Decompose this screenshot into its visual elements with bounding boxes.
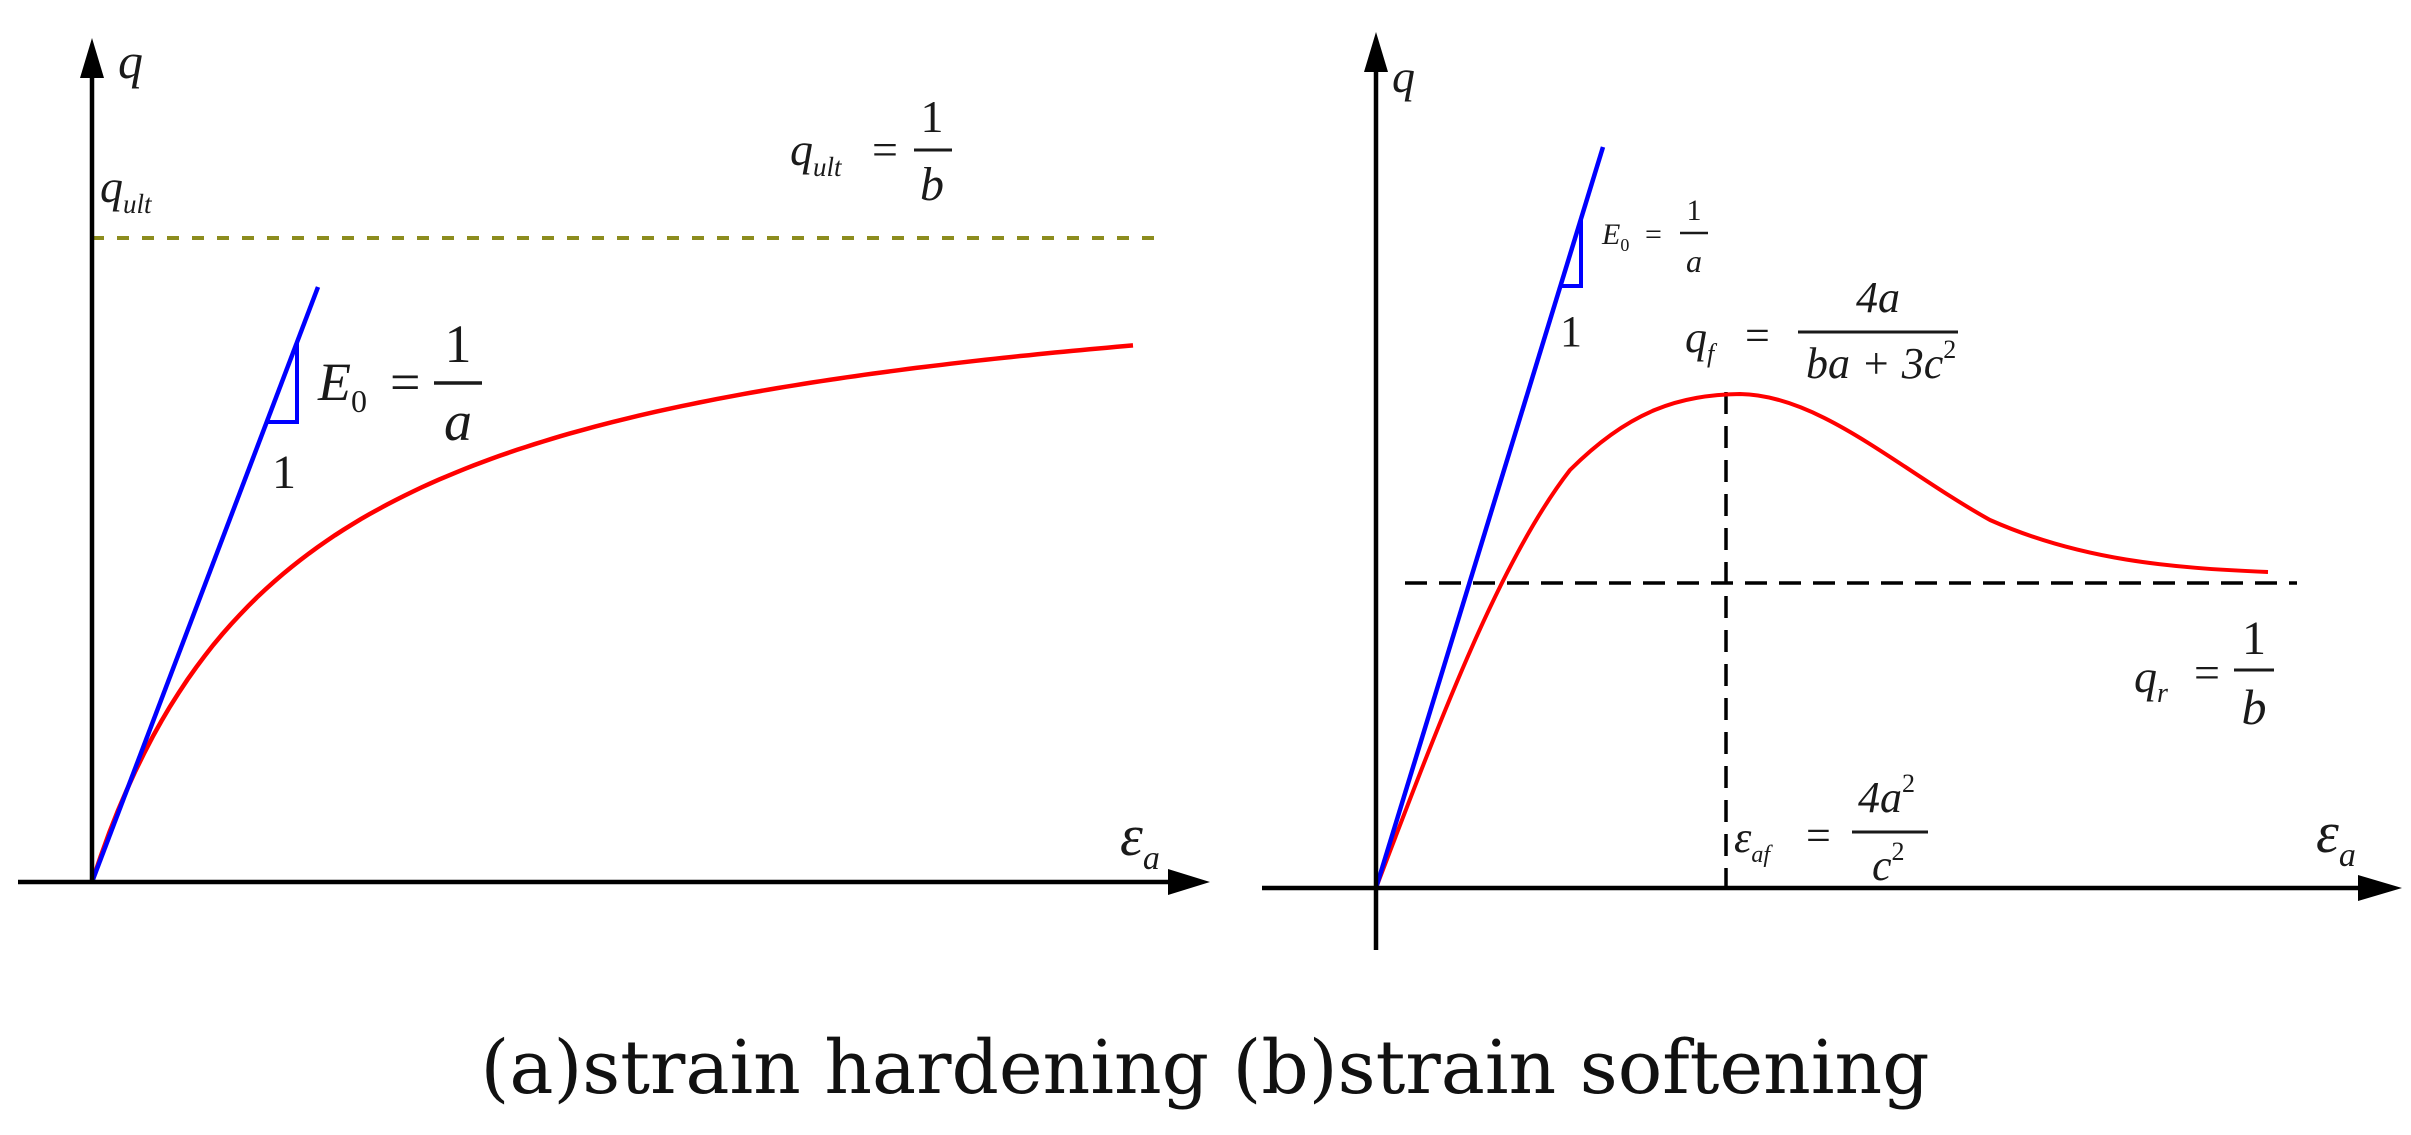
figure-caption: (a)strain hardening (b)strain softening bbox=[480, 1025, 1929, 1111]
svg-text:1: 1 bbox=[2242, 612, 2266, 665]
panel-a-x-axis-label: εa bbox=[1120, 803, 1160, 877]
svg-text:a: a bbox=[444, 391, 472, 453]
panel-a-y-axis-label: q bbox=[118, 33, 143, 89]
panel-b-peak-strain-equation: εaf = 4a2 c2 bbox=[1734, 769, 1928, 890]
panel-b-x-axis-arrowhead bbox=[2358, 875, 2402, 901]
svg-text:4a2: 4a2 bbox=[1858, 769, 1915, 822]
panel-b-strain-softening: q εa E0 = 1 a 1 qf = 4a ba + 3c2 qr = 1 … bbox=[1262, 32, 2402, 950]
panel-b-slope-unit-label: 1 bbox=[1560, 307, 1582, 356]
svg-text:εaf: εaf bbox=[1734, 813, 1773, 868]
panel-a-e0-equation: E0 = 1 a bbox=[317, 314, 482, 453]
panel-a-y-axis-arrowhead bbox=[80, 38, 104, 78]
svg-text:E0: E0 bbox=[317, 352, 367, 419]
panel-b-y-axis-label: q bbox=[1392, 51, 1415, 102]
panel-b-residual-strength-equation: qr = 1 b bbox=[2134, 612, 2274, 735]
svg-text:=: = bbox=[1645, 218, 1662, 251]
panel-a-hardening-curve bbox=[89, 343, 1134, 883]
panel-b-e0-equation: E0 = 1 a bbox=[1601, 194, 1708, 279]
panel-a-initial-tangent bbox=[89, 286, 321, 883]
svg-text:qr: qr bbox=[2134, 651, 2168, 709]
panel-b-y-axis-arrowhead bbox=[1364, 32, 1388, 72]
panel-b-softening-curve bbox=[1374, 391, 2269, 889]
panel-a-q-ult-label: qult bbox=[100, 161, 153, 219]
svg-text:=: = bbox=[2194, 647, 2220, 698]
panel-a-slope-triangle bbox=[265, 343, 299, 424]
svg-text:b: b bbox=[920, 158, 944, 211]
svg-text:qf: qf bbox=[1685, 313, 1718, 368]
panel-b-peak-strength-equation: qf = 4a ba + 3c2 bbox=[1685, 273, 1958, 388]
svg-text:=: = bbox=[872, 124, 898, 175]
svg-text:1: 1 bbox=[445, 314, 472, 374]
panel-b-initial-tangent bbox=[1373, 146, 1606, 889]
panel-a-slope-unit-label: 1 bbox=[272, 446, 296, 499]
panel-a-x-axis-arrowhead bbox=[1168, 869, 1210, 895]
svg-text:a: a bbox=[1686, 243, 1702, 279]
svg-text:b: b bbox=[2242, 679, 2267, 735]
panel-a-strain-hardening: q εa qult qult = 1 b E0 = 1 a 1 bbox=[18, 33, 1210, 895]
panel-b-x-axis-label: εa bbox=[2316, 800, 2356, 874]
svg-text:E0: E0 bbox=[1601, 218, 1629, 255]
svg-text:qult: qult bbox=[790, 124, 843, 182]
svg-text:4a: 4a bbox=[1856, 273, 1900, 322]
panel-a-q-ult-equation: qult = 1 b bbox=[790, 91, 952, 211]
svg-text:ba + 3c2: ba + 3c2 bbox=[1806, 335, 1956, 388]
svg-text:=: = bbox=[390, 352, 420, 412]
svg-text:=: = bbox=[1806, 811, 1831, 860]
svg-text:c2: c2 bbox=[1872, 837, 1905, 890]
svg-text:1: 1 bbox=[1687, 194, 1702, 227]
svg-text:=: = bbox=[1745, 311, 1770, 360]
svg-text:1: 1 bbox=[921, 91, 944, 142]
panel-b-slope-triangle bbox=[1560, 218, 1583, 288]
